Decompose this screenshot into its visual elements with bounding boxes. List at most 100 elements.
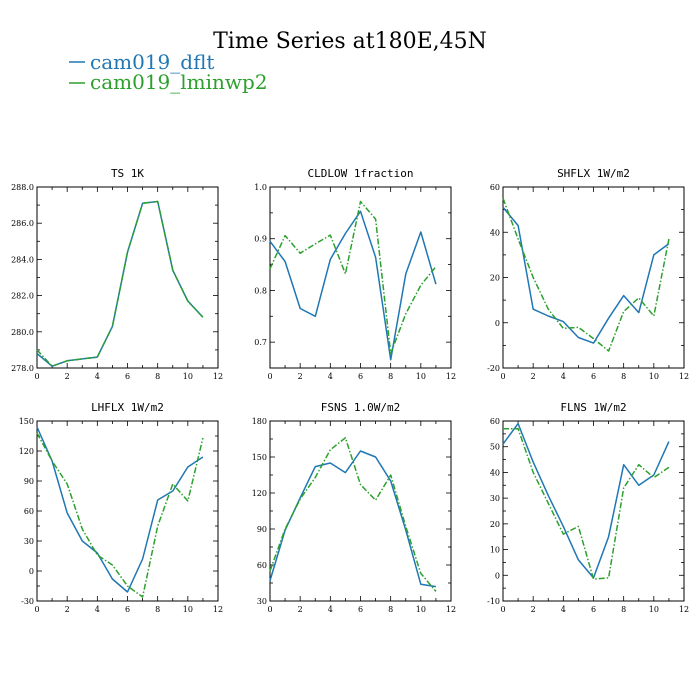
figure-title: Time Series at180E,45N — [213, 29, 487, 54]
x-tick-label: 2 — [65, 605, 70, 614]
x-tick-label: 2 — [298, 605, 303, 614]
x-tick-label: 8 — [388, 372, 393, 381]
series-line-cam019-dflt — [36, 200, 204, 367]
legend-label-lminwp2: cam019_lminwp2 — [90, 70, 268, 94]
x-tick-label: 2 — [531, 372, 536, 381]
y-tick-label: 90 — [257, 525, 267, 534]
x-tick-label: 0 — [34, 372, 39, 381]
series-line-cam019-dflt — [36, 426, 204, 593]
series-line-cam019-dflt — [269, 450, 437, 588]
legend: cam019_dflt cam019_lminwp2 — [69, 50, 268, 94]
x-tick-label: 4 — [561, 605, 566, 614]
x-tick-label: 6 — [591, 372, 596, 381]
x-tick-label: 12 — [446, 605, 456, 614]
panel-cldlow: CLDLOW 1fraction 0 2 4 6 8 10 12 0.7 0.8 0.9 1.0 — [254, 167, 456, 381]
y-tick-label: 1.0 — [254, 183, 267, 192]
x-tick-label: 8 — [388, 605, 393, 614]
panels: TS 1K 0 2 4 6 8 10 12 278.0 280.0 282.0 284.0 286.0 2… — [11, 167, 689, 614]
y-tick-label: 0.8 — [254, 286, 267, 295]
y-tick-label: 20 — [490, 274, 500, 283]
y-tick-label: 0 — [29, 567, 34, 576]
plot-frame-ts — [36, 186, 219, 369]
series-line-cam019-lminwp2 — [36, 432, 204, 598]
x-tick-label: 8 — [155, 605, 160, 614]
x-tick-label: 8 — [155, 372, 160, 381]
y-tick-label: 278.0 — [11, 364, 34, 373]
series-line-cam019-lminwp2 — [269, 200, 437, 355]
y-tick-label: 120 — [19, 447, 34, 456]
series-line-cam019-lminwp2 — [503, 427, 670, 580]
x-tick-label: 2 — [531, 605, 536, 614]
y-tick-label: 150 — [19, 417, 34, 426]
series-line-cam019-lminwp2 — [502, 198, 670, 352]
y-tick-label: 288.0 — [11, 183, 34, 192]
plot-frame-lhflx — [36, 420, 219, 602]
x-tick-label: 2 — [65, 372, 70, 381]
y-tick-label: 286.0 — [11, 219, 34, 228]
panel-title-cldlow: CLDLOW 1fraction — [308, 167, 414, 180]
y-tick-label: 30 — [490, 494, 500, 503]
x-tick-label: 8 — [621, 605, 626, 614]
x-tick-label: 4 — [328, 605, 333, 614]
x-tick-label: 10 — [183, 605, 193, 614]
x-tick-label: 12 — [213, 605, 223, 614]
y-tick-label: 60 — [490, 183, 500, 192]
panel-ts: TS 1K 0 2 4 6 8 10 12 278.0 280.0 282.0 284.0 286.0 2… — [11, 167, 223, 381]
y-tick-label: 60 — [24, 507, 34, 516]
panel-title-shflx: SHFLX 1W/m2 — [557, 167, 630, 180]
x-tick-label: 4 — [328, 372, 333, 381]
y-tick-label: 0 — [495, 571, 500, 580]
x-tick-label: 12 — [679, 372, 689, 381]
y-tick-label: -20 — [487, 364, 500, 373]
y-tick-label: 280.0 — [11, 328, 34, 337]
plot-frame-shflx — [502, 186, 685, 369]
x-tick-label: 12 — [446, 372, 456, 381]
y-tick-label: 60 — [490, 417, 500, 426]
x-tick-label: 6 — [358, 605, 363, 614]
x-tick-label: 0 — [267, 605, 272, 614]
x-tick-label: 6 — [591, 605, 596, 614]
y-tick-label: 60 — [257, 561, 267, 570]
x-tick-label: 10 — [416, 372, 426, 381]
panel-title-lhflx: LHFLX 1W/m2 — [91, 401, 164, 414]
y-tick-label: 40 — [490, 228, 500, 237]
panel-title-fsns: FSNS 1.0W/m2 — [321, 401, 400, 414]
x-tick-label: 8 — [621, 372, 626, 381]
x-tick-label: 12 — [213, 372, 223, 381]
y-tick-label: 30 — [24, 537, 34, 546]
y-tick-label: 0.7 — [254, 338, 267, 347]
x-tick-label: 12 — [679, 605, 689, 614]
y-tick-label: 30 — [257, 597, 267, 606]
y-tick-label: 150 — [252, 453, 267, 462]
x-tick-label: 4 — [95, 372, 100, 381]
x-tick-label: 2 — [298, 372, 303, 381]
panel-title-flns: FLNS 1W/m2 — [560, 401, 626, 414]
legend-label-dflt: cam019_dflt — [90, 50, 214, 74]
x-tick-label: 10 — [416, 605, 426, 614]
plot-frame-cldlow — [269, 186, 452, 369]
y-tick-label: 10 — [490, 546, 500, 555]
y-tick-label: 0 — [495, 319, 500, 328]
y-tick-label: 40 — [490, 468, 500, 477]
y-tick-label: 180 — [252, 417, 267, 426]
series-line-cam019-lminwp2 — [269, 437, 437, 592]
y-tick-label: 282.0 — [11, 292, 34, 301]
x-tick-label: 0 — [500, 605, 505, 614]
x-tick-label: 6 — [125, 372, 130, 381]
series-line-cam019-dflt — [502, 206, 670, 344]
x-tick-label: 10 — [649, 372, 659, 381]
plot-frame-fsns — [269, 420, 452, 602]
x-tick-label: 10 — [649, 605, 659, 614]
x-tick-label: 0 — [34, 605, 39, 614]
y-tick-label: 50 — [490, 443, 500, 452]
panel-title-ts: TS 1K — [111, 167, 144, 180]
x-tick-label: 6 — [358, 372, 363, 381]
series-line-cam019-dflt — [502, 422, 670, 579]
x-tick-label: 4 — [561, 372, 566, 381]
panel-fsns: FSNS 1.0W/m2 0 2 4 6 8 10 12 30 60 90 120 150 180 — [252, 401, 456, 614]
y-tick-label: -10 — [487, 597, 500, 606]
